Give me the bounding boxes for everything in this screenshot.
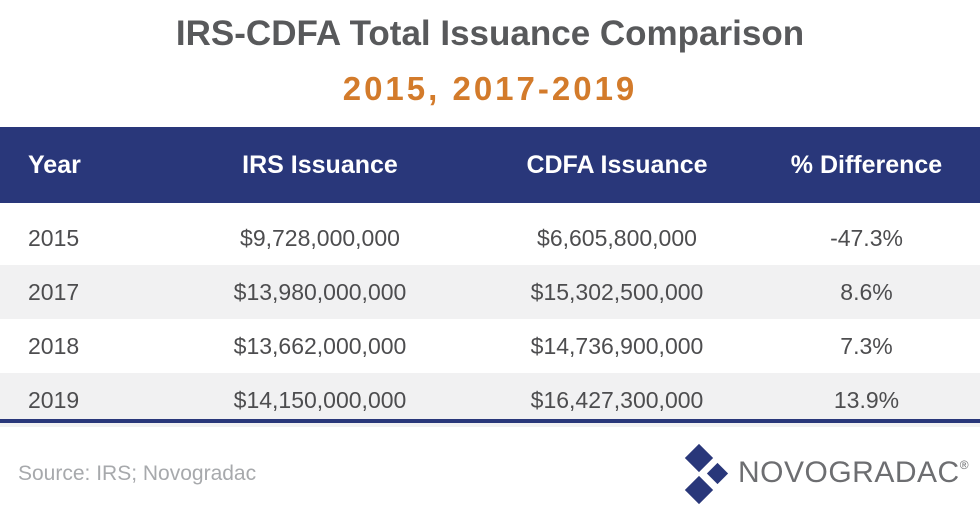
cell-cdfa-issuance: $14,736,900,000 bbox=[530, 332, 704, 359]
cell-percent-difference: 8.6% bbox=[840, 278, 893, 305]
cell-percent-difference: 13.9% bbox=[833, 386, 900, 413]
cell-irs-issuance: $9,728,000,000 bbox=[240, 224, 400, 251]
cell-year: 2017 bbox=[28, 278, 80, 305]
cell-irs-issuance: $13,662,000,000 bbox=[233, 332, 407, 359]
table-row: 2015 $9,728,000,000 $6,605,800,000 -47.3% bbox=[0, 203, 980, 265]
table-bottom-rule bbox=[0, 419, 980, 423]
header-percent-difference: % Difference bbox=[790, 150, 943, 179]
table-row: 2019 $14,150,000,000 $16,427,300,000 13.9% bbox=[0, 373, 980, 427]
logo-diamonds-icon bbox=[684, 443, 729, 505]
novogradac-logo: NOVOGRADAC® bbox=[680, 442, 980, 506]
cell-irs-issuance: $13,980,000,000 bbox=[233, 278, 407, 305]
cell-cdfa-issuance: $16,427,300,000 bbox=[530, 386, 704, 413]
cell-year: 2019 bbox=[28, 386, 80, 413]
table-row: 2017 $13,980,000,000 $15,302,500,000 8.6% bbox=[0, 265, 980, 319]
chart-title: IRS-CDFA Total Issuance Comparison bbox=[175, 14, 805, 53]
header-cdfa-issuance: CDFA Issuance bbox=[526, 150, 708, 179]
table-header-row: Year IRS Issuance CDFA Issuance % Differ… bbox=[0, 127, 980, 203]
header-irs-issuance: IRS Issuance bbox=[242, 150, 398, 179]
cell-year: 2015 bbox=[28, 224, 80, 251]
table-row: 2018 $13,662,000,000 $14,736,900,000 7.3% bbox=[0, 319, 980, 373]
cell-irs-issuance: $14,150,000,000 bbox=[233, 386, 407, 413]
cell-cdfa-issuance: $6,605,800,000 bbox=[537, 224, 697, 251]
cell-cdfa-issuance: $15,302,500,000 bbox=[530, 278, 704, 305]
issuance-table: Year IRS Issuance CDFA Issuance % Differ… bbox=[0, 127, 980, 427]
cell-percent-difference: 7.3% bbox=[840, 332, 893, 359]
header-year: Year bbox=[28, 150, 81, 179]
chart-subtitle: 2015, 2017-2019 bbox=[342, 70, 638, 107]
source-note: Source: IRS; Novogradac bbox=[18, 462, 257, 485]
cell-year: 2018 bbox=[28, 332, 80, 359]
logo-text: NOVOGRADAC® bbox=[738, 456, 970, 489]
cell-percent-difference: -47.3% bbox=[830, 224, 903, 251]
